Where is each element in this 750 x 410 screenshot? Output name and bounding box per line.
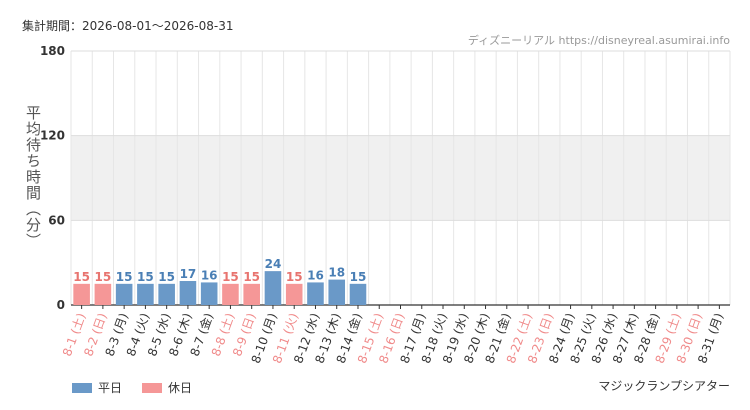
bar	[285, 283, 303, 305]
data-label: 24	[265, 257, 282, 271]
data-label: 15	[286, 270, 303, 284]
bar	[73, 283, 90, 305]
bar	[94, 283, 112, 305]
data-label: 18	[328, 266, 345, 280]
y-tick-label: 120	[40, 129, 65, 143]
data-label: 15	[243, 270, 260, 284]
data-label: 16	[307, 268, 324, 282]
period-label: 集計期間：2026-08-01〜2026-08-31	[22, 19, 234, 33]
data-label: 15	[137, 270, 154, 284]
legend: 平日 休日	[72, 379, 212, 396]
y-tick-label: 0	[57, 298, 65, 312]
legend-label-weekday: 平日	[98, 381, 123, 395]
site-credit: ディズニーリアル https://disneyreal.asumirai.inf…	[467, 34, 730, 47]
y-tick-label: 180	[40, 44, 65, 58]
data-label: 15	[158, 270, 175, 284]
bar	[179, 281, 197, 305]
legend-item-weekday: 平日	[72, 379, 122, 396]
y-tick-label: 60	[48, 213, 65, 227]
data-label: 15	[73, 270, 90, 284]
bar	[115, 283, 133, 305]
shaded-band	[71, 135, 730, 221]
legend-swatch-holiday	[142, 382, 163, 393]
attraction-name: マジックランプシアター	[598, 379, 730, 393]
bar	[137, 283, 154, 305]
data-label: 15	[95, 270, 112, 284]
bar	[328, 279, 346, 305]
bar	[307, 282, 324, 305]
data-label: 16	[201, 268, 218, 282]
bar	[200, 282, 218, 305]
legend-label-holiday: 休日	[168, 381, 193, 395]
legend-item-holiday: 休日	[142, 379, 192, 396]
data-label: 15	[116, 270, 133, 284]
bar	[158, 283, 175, 305]
data-label: 15	[350, 270, 367, 284]
data-label: 15	[222, 270, 239, 284]
bar	[349, 283, 367, 305]
bar	[264, 271, 282, 305]
bar	[243, 283, 260, 305]
y-axis-label: 平均待ち時間（分）	[24, 105, 42, 249]
legend-swatch-weekday	[72, 382, 92, 393]
bar	[222, 283, 239, 305]
data-label: 17	[180, 267, 197, 281]
